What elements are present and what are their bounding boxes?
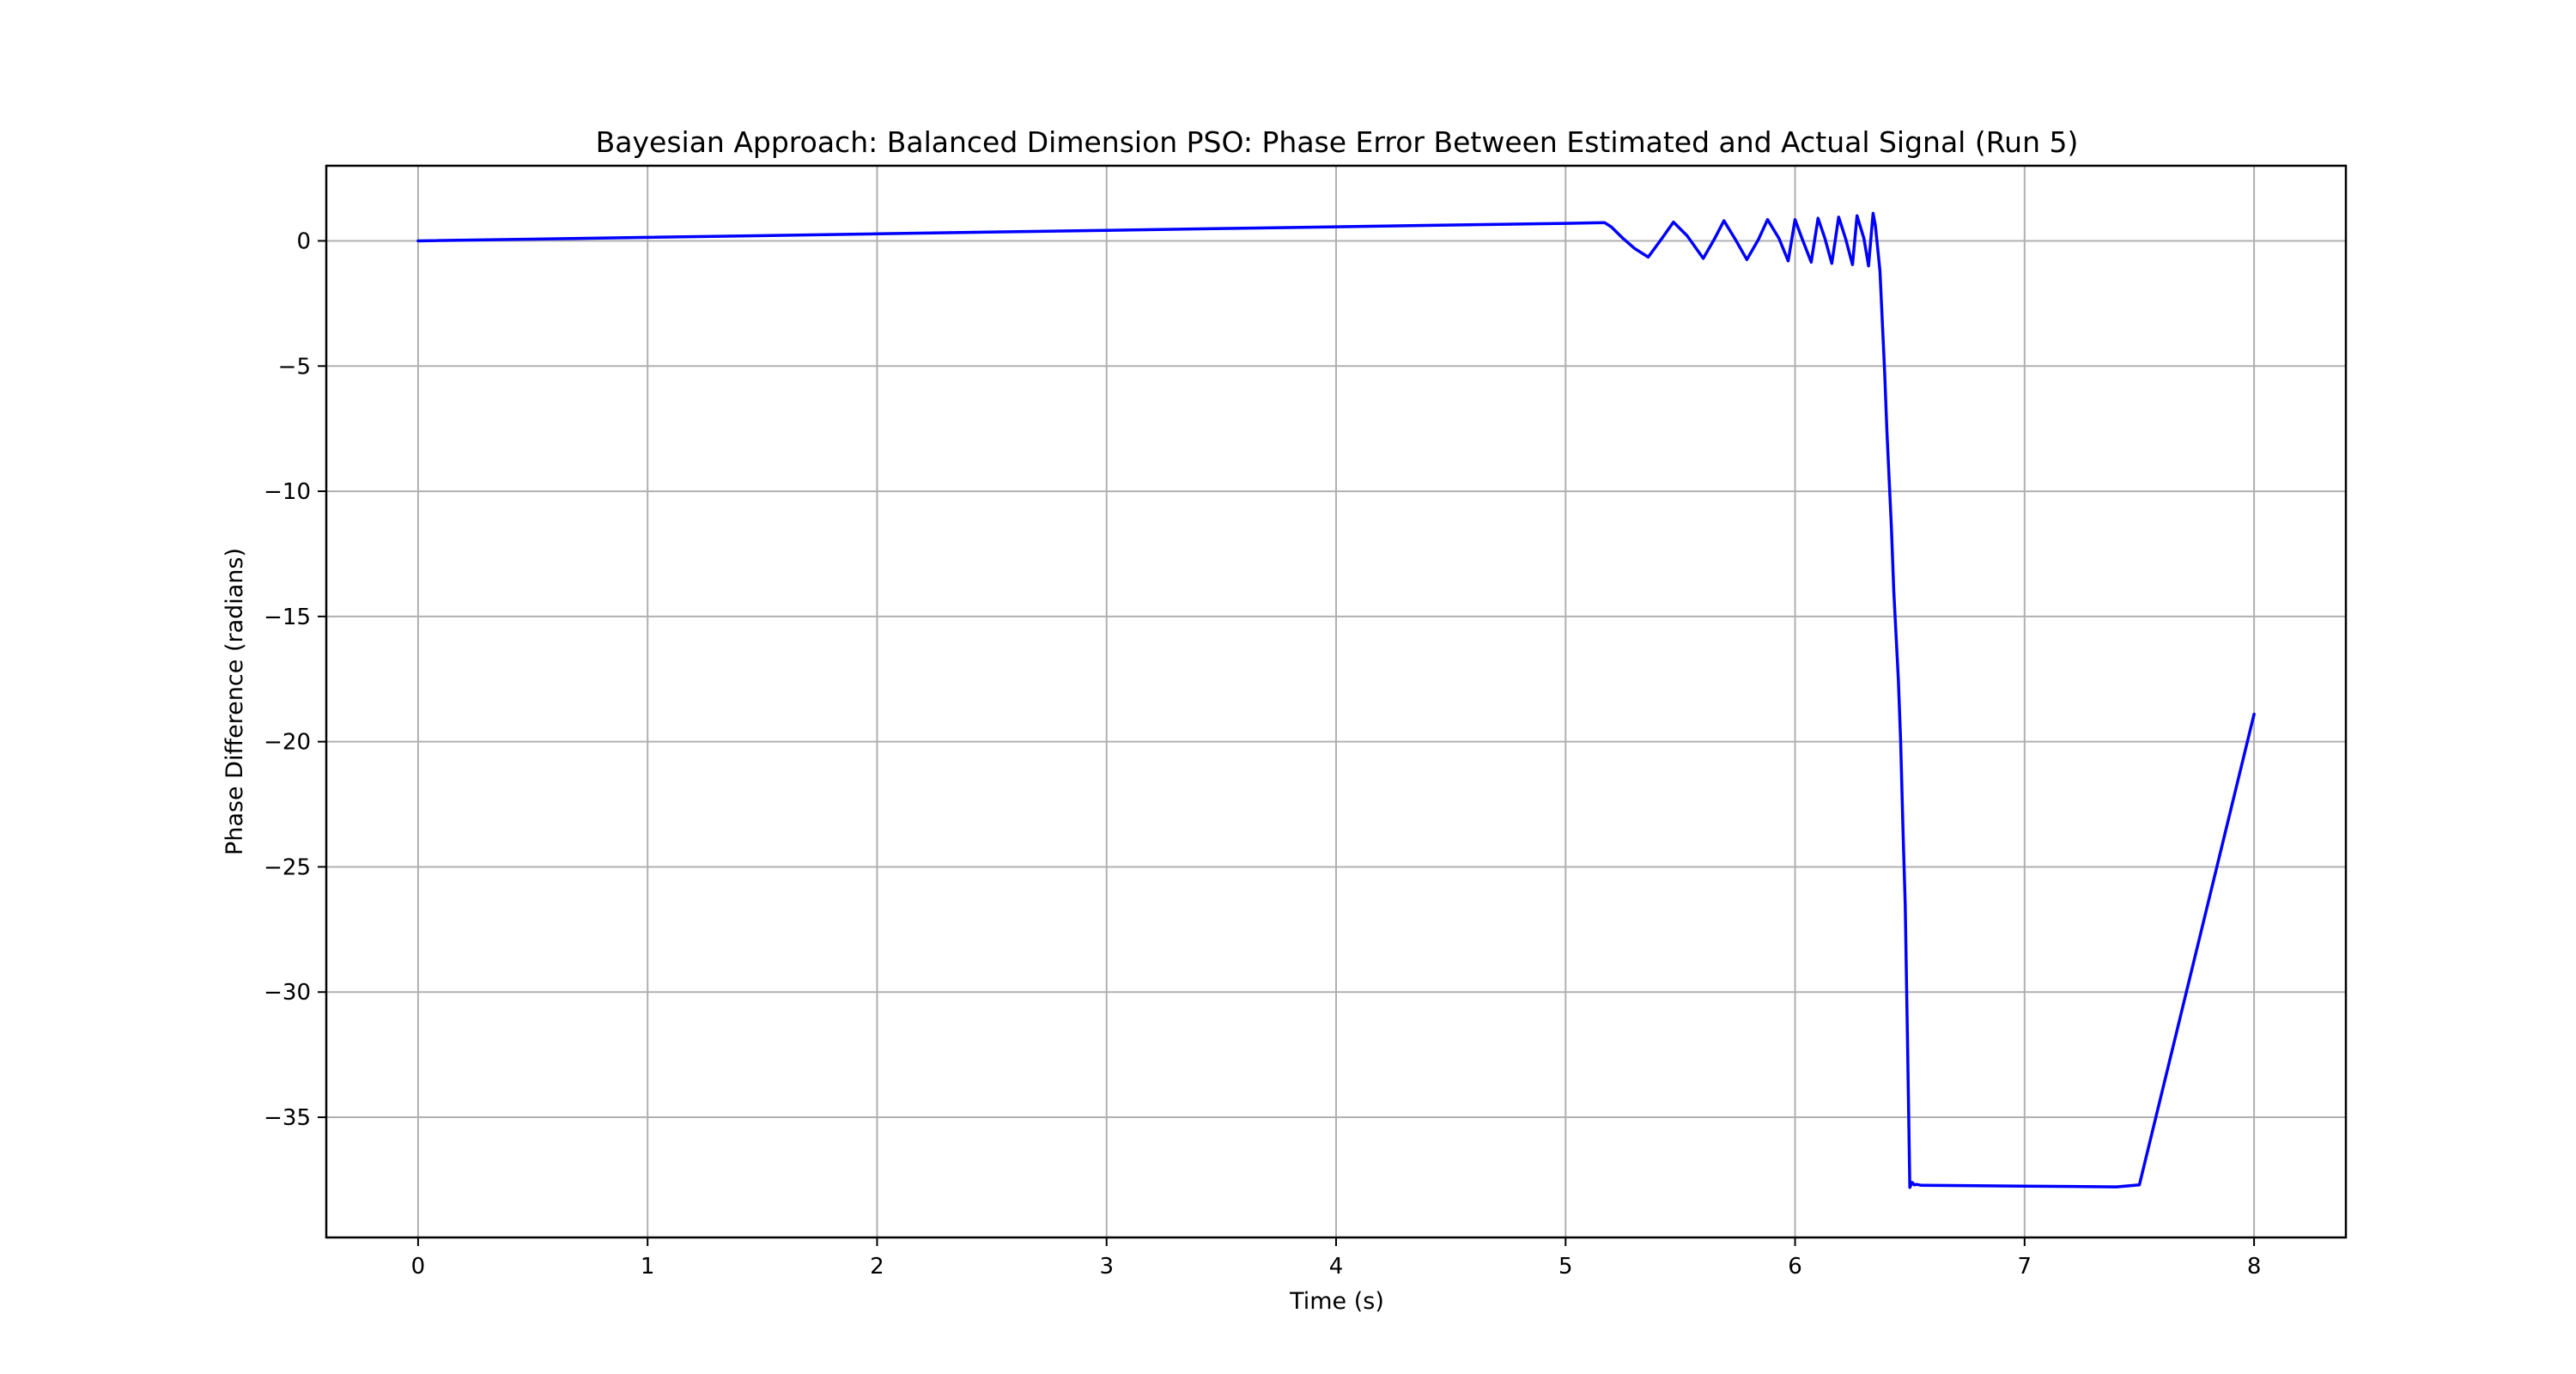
axis-ticks: 0 1 2 3 4 5 6 7 8 0 −5 −10 −15 −20 −25 −30 −35 [264,228,2261,1280]
x-tick-label: 0 [411,1254,426,1280]
x-tick-label: 1 [641,1254,655,1280]
y-tick-label: −30 [264,980,311,1006]
x-tick-label: 8 [2247,1254,2262,1280]
x-tick-label: 4 [1329,1254,1344,1280]
x-tick-label: 5 [1558,1254,1573,1280]
y-tick-label: 0 [296,228,311,254]
x-axis-label: Time (s) [1289,1288,1384,1315]
y-tick-label: −25 [264,854,311,880]
y-axis-label: Phase Difference (radians) [222,548,248,855]
grid-lines [326,166,2346,1237]
x-tick-label: 2 [870,1254,884,1280]
x-tick-label: 6 [1788,1254,1802,1280]
y-tick-label: −15 [264,605,311,630]
y-tick-label: −10 [264,479,311,505]
series-line-phase-error [416,211,2256,1189]
x-tick-label: 7 [2018,1254,2032,1280]
chart-title: Bayesian Approach: Balanced Dimension PS… [596,125,2079,159]
y-tick-label: −5 [278,354,311,380]
y-tick-label: −20 [264,730,311,756]
x-tick-label: 3 [1099,1254,1114,1280]
y-tick-label: −35 [264,1105,311,1131]
series-layer [416,211,2256,1189]
